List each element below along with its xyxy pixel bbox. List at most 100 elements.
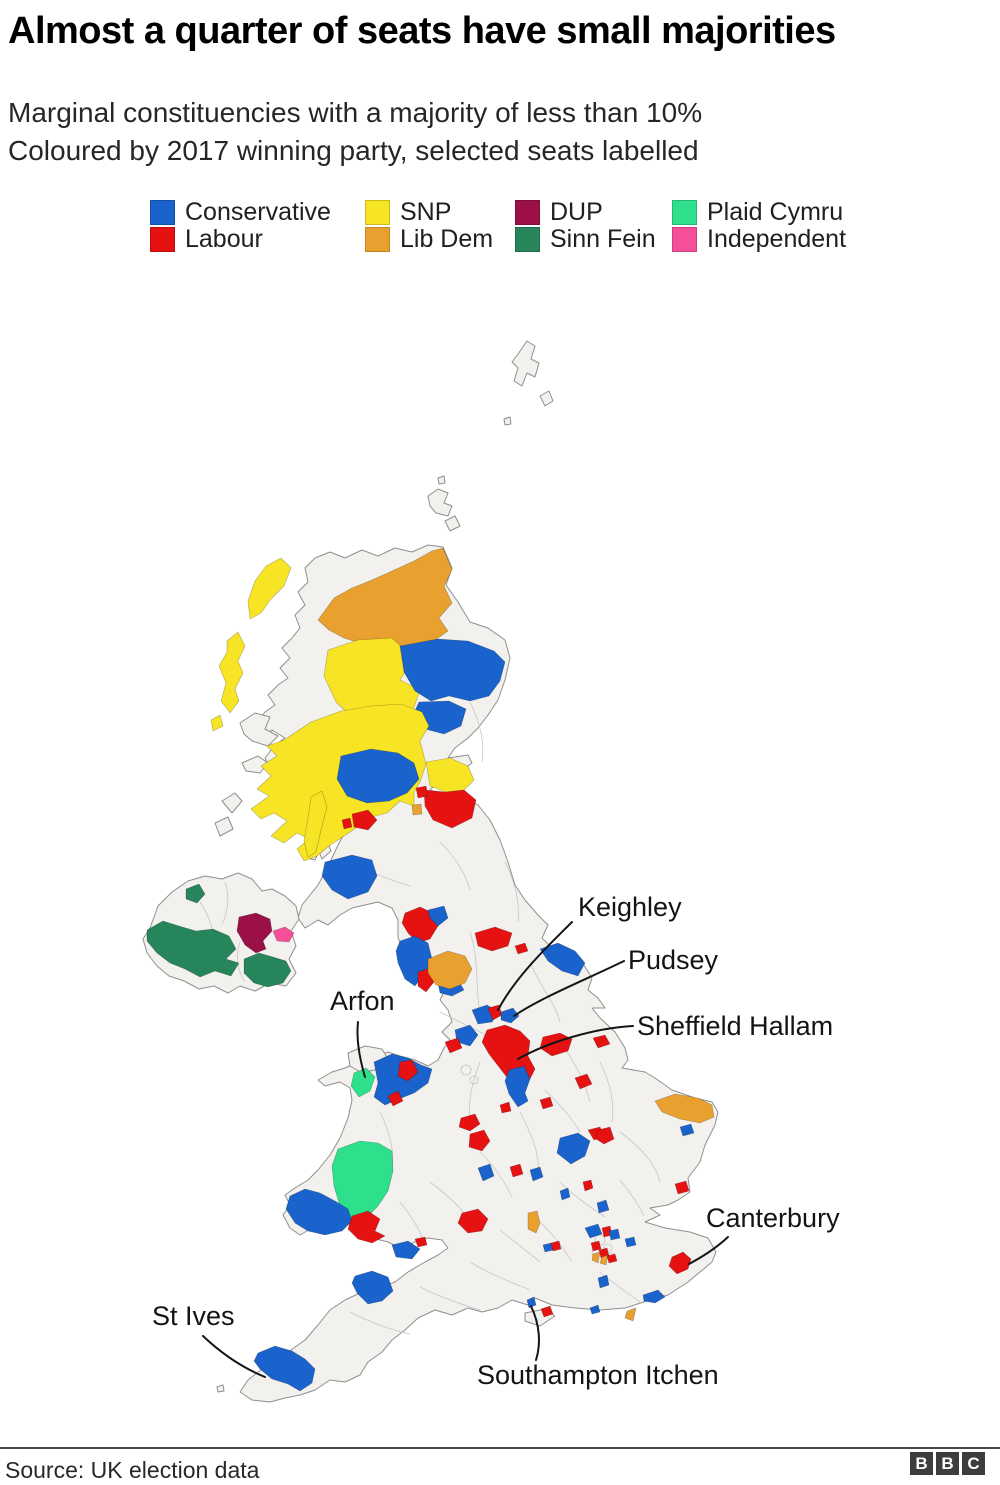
subtitle-line-2: Coloured by 2017 winning party, selected… <box>8 135 699 166</box>
region-conservative-croydon <box>597 1274 610 1289</box>
legend-item: Plaid Cymru <box>672 198 846 226</box>
region-conservative-stevenage-dot <box>559 1187 571 1201</box>
region-conservative-st-ives <box>253 1345 316 1392</box>
region-labour-oxford-east <box>509 1163 524 1178</box>
island-jura <box>214 816 234 837</box>
legend-label: Independent <box>707 225 847 253</box>
leader-line-canterbury <box>688 1236 729 1265</box>
subtitle: Marginal constituencies with a majority … <box>8 94 702 170</box>
region-conservative-north-wales <box>373 1053 433 1106</box>
leader-line-sheffield-hallam <box>517 1025 634 1060</box>
island-islay <box>221 792 243 814</box>
bbc-logo-letter-3: C <box>962 1452 985 1475</box>
region-snp-uists <box>218 631 246 714</box>
region-snp-lewis <box>247 557 292 620</box>
region-conservative-northampton-dot <box>529 1166 544 1182</box>
map-label-arfon: Arfon <box>330 986 395 1016</box>
island-skye <box>239 712 279 747</box>
region-conservative-dumfries <box>321 854 378 900</box>
island-shetland <box>511 340 540 387</box>
legend-swatch <box>150 227 175 252</box>
leader-line-st-ives <box>202 1335 266 1378</box>
region-libdem-north-norfolk <box>654 1093 715 1124</box>
constituency-boundaries <box>199 701 661 1335</box>
region-labour-bishop-auckland <box>474 926 513 952</box>
region-labour-pennines <box>444 1037 463 1054</box>
region-labour-lincoln <box>592 1034 611 1049</box>
region-conservative-watford <box>596 1199 610 1214</box>
region-labour-london-se <box>606 1253 618 1264</box>
region-labour-gower <box>347 1210 386 1244</box>
legend-item: Labour <box>150 225 331 253</box>
legend-swatch <box>365 200 390 225</box>
legend-swatch <box>365 227 390 252</box>
region-labour-glasgow-west <box>341 817 353 830</box>
region-labour-forth-coast <box>423 789 477 829</box>
region-conservative-middlesbrough <box>539 942 586 977</box>
region-libdem-eastbourne <box>624 1307 637 1322</box>
region-conservative-london-ne <box>608 1228 621 1241</box>
island-shetland-south <box>539 390 554 407</box>
island-shetland-dot <box>503 416 512 426</box>
region-snp-kintyre <box>303 790 328 858</box>
region-snp-fife <box>425 757 475 793</box>
legend-item: Lib Dem <box>365 225 493 253</box>
footer-divider <box>0 1447 1000 1449</box>
region-conservative-borders-dot <box>427 905 449 927</box>
region-libdem-edinburgh-dot <box>411 803 423 816</box>
region-labour-derby-dot <box>499 1101 512 1114</box>
region-sinnfein-west <box>146 920 240 978</box>
map-label-canterbury: Canterbury <box>706 1203 840 1233</box>
region-libdem-westmorland <box>427 950 473 990</box>
marginal-seat-regions <box>146 547 715 1392</box>
map-label-pudsey: Pudsey <box>628 945 719 975</box>
region-conservative-vale-of-glamorgan <box>391 1240 421 1260</box>
region-conservative-london-e <box>624 1236 637 1248</box>
region-labour-reading-e <box>550 1240 562 1252</box>
region-conservative-plymouth <box>351 1270 394 1305</box>
legend-swatch <box>150 200 175 225</box>
region-labour-vale-of-clwyd <box>397 1059 419 1082</box>
region-conservative-pembrokeshire <box>285 1188 353 1236</box>
region-conservative-rutland <box>556 1132 591 1165</box>
region-labour-cardiff-north <box>414 1236 428 1248</box>
legend-swatch <box>515 227 540 252</box>
legend-swatch <box>672 200 697 225</box>
leader-line-pudsey <box>513 960 625 1017</box>
region-sinnfein-northwest <box>185 883 206 904</box>
region-labour-gloucester <box>457 1208 489 1234</box>
region-conservative-warwick-dot <box>477 1163 495 1182</box>
region-sinnfein-southeast <box>243 952 292 988</box>
region-labour-glasgow <box>351 809 378 831</box>
leader-lines <box>202 921 729 1378</box>
legend-label: Conservative <box>185 198 331 226</box>
island-scilly <box>216 1384 225 1393</box>
bbc-logo-letter-2: B <box>936 1452 959 1475</box>
legend-label: SNP <box>400 198 452 226</box>
legend-swatch <box>672 227 697 252</box>
legend-label: Labour <box>185 225 263 253</box>
region-labour-london-w <box>590 1240 602 1252</box>
region-libdem-london-s <box>599 1254 609 1266</box>
region-conservative-pudsey <box>500 1007 520 1024</box>
region-labour-ipswich <box>674 1180 690 1195</box>
subtitle-line-1: Marginal constituencies with a majority … <box>8 97 703 128</box>
bbc-logo: B B C <box>910 1452 985 1475</box>
region-conservative-worthing-dot <box>589 1304 601 1315</box>
map-label-st-ives: St Ives <box>152 1301 235 1331</box>
legend-label: Sinn Fein <box>550 225 656 253</box>
legend-item: SNP <box>365 198 493 226</box>
region-conservative-london-nw <box>584 1223 603 1239</box>
island-orkney-dot <box>437 475 446 485</box>
region-conservative-southampton-itchen <box>526 1296 537 1309</box>
leader-line-keighley <box>497 921 573 1011</box>
page-title: Almost a quarter of seats have small maj… <box>8 10 836 52</box>
region-labour-west-fife <box>415 785 429 799</box>
region-conservative-norwich-dot <box>679 1123 695 1137</box>
legend-label: Plaid Cymru <box>707 198 844 226</box>
source-text: Source: UK election data <box>5 1457 260 1483</box>
region-snp-inverness <box>323 637 421 727</box>
region-labour-bedford-dot <box>582 1179 594 1192</box>
region-labour-peterborough <box>595 1126 615 1145</box>
region-snp-barra <box>210 714 224 732</box>
